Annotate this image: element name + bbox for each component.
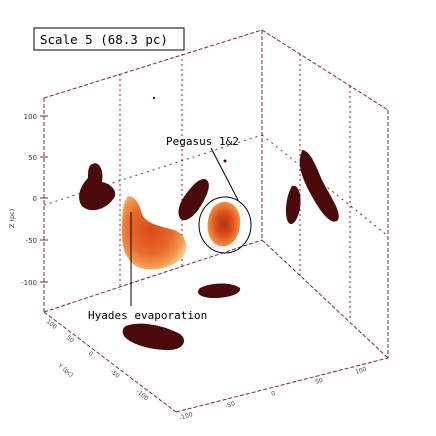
x-tick-label: 100 (354, 366, 367, 376)
z-tick-label: -50 (26, 237, 37, 245)
hyades-feature (122, 196, 187, 270)
y-tick-label: 0 (87, 350, 95, 358)
blob-right-wall (299, 150, 339, 222)
y-tick-label: 100 (45, 318, 58, 331)
title-box (33, 27, 185, 51)
x-tick-label: 50 (314, 377, 324, 386)
annotation-hyades: Hyades evaporation (88, 309, 207, 322)
y-tick-label: -50 (109, 368, 121, 380)
x-tick-label: 0 (270, 390, 276, 398)
z-tick-label: 0 (33, 195, 37, 203)
x-tick-label: -50 (224, 400, 236, 410)
y-axis-label: Y (pc) (56, 362, 75, 379)
annotation-pegasus: Pegasus 1&2 (166, 135, 239, 148)
box-frame (43, 29, 389, 413)
density-blobs (79, 96, 339, 350)
blob-dot (152, 96, 156, 100)
blob-bottom (122, 323, 184, 350)
blob-dot (223, 159, 227, 163)
z-axis-label: Z (pc) (8, 209, 16, 228)
pegasus-leader (210, 147, 239, 201)
blob-right-small (285, 185, 301, 225)
pegasus-circle (198, 196, 252, 254)
chart-title: Scale 5 (68.3 pc) (40, 32, 168, 47)
z-tick-label: 100 (24, 113, 37, 121)
x-tick-label: -100 (178, 411, 193, 422)
blob-center-top (178, 178, 209, 221)
z-tick-label: -100 (21, 279, 37, 287)
pegasus-feature (207, 201, 241, 247)
y-tick-label: 50 (65, 334, 75, 344)
blob-left (79, 163, 116, 211)
z-tick-label: 50 (28, 154, 37, 162)
blob-mid-low (197, 283, 241, 298)
z-axis-ticks (40, 115, 48, 283)
